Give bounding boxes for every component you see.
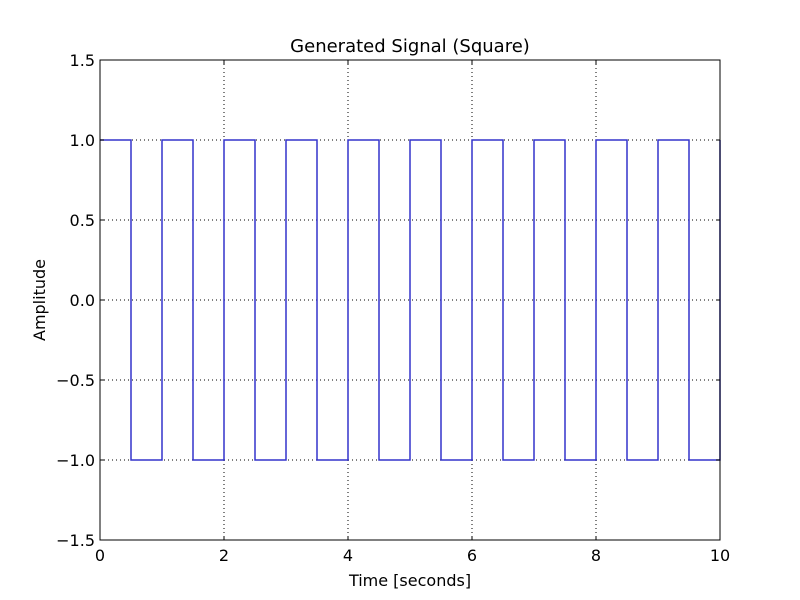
ticks xyxy=(99,59,721,541)
y-tick-label: 1.0 xyxy=(70,131,95,150)
chart-title: Generated Signal (Square) xyxy=(290,36,530,57)
signal-line-0 xyxy=(100,139,721,461)
y-tick-label: 0.5 xyxy=(70,211,95,230)
y-tick-label: −0.5 xyxy=(56,371,95,390)
x-axis-label: Time [seconds] xyxy=(348,571,471,590)
x-tick-label: 4 xyxy=(343,546,353,565)
tick-labels: 0 2 4 6 8 10 1.5 1.0 0.5 0.0 −0.5 −1.0 −1.5 xyxy=(56,51,730,565)
y-tick-label: 0.0 xyxy=(70,291,95,310)
x-tick-label: 10 xyxy=(710,546,730,565)
y-tick-label: −1.5 xyxy=(56,531,95,550)
signal-series xyxy=(100,139,721,461)
y-axis-label: Amplitude xyxy=(30,259,49,341)
x-tick-label: 8 xyxy=(591,546,601,565)
x-tick-label: 2 xyxy=(219,546,229,565)
x-tick-label: 0 xyxy=(95,546,105,565)
y-tick-label: −1.0 xyxy=(56,451,95,470)
y-tick-label: 1.5 xyxy=(70,51,95,70)
x-tick-label: 6 xyxy=(467,546,477,565)
